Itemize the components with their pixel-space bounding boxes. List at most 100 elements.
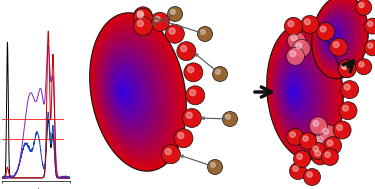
Circle shape — [359, 2, 364, 8]
Ellipse shape — [270, 33, 336, 151]
Ellipse shape — [97, 30, 172, 154]
Circle shape — [288, 21, 294, 27]
Ellipse shape — [99, 36, 167, 147]
Ellipse shape — [326, 28, 339, 46]
Ellipse shape — [329, 34, 333, 40]
Ellipse shape — [286, 77, 303, 107]
Ellipse shape — [327, 30, 336, 44]
Ellipse shape — [285, 73, 306, 111]
Ellipse shape — [281, 64, 313, 120]
Ellipse shape — [316, 6, 359, 68]
Ellipse shape — [106, 52, 154, 132]
Circle shape — [333, 42, 339, 47]
Ellipse shape — [120, 89, 124, 95]
Ellipse shape — [285, 75, 304, 109]
Circle shape — [313, 121, 319, 126]
Ellipse shape — [284, 69, 309, 115]
Ellipse shape — [96, 27, 174, 157]
Ellipse shape — [287, 80, 301, 105]
Circle shape — [309, 117, 327, 135]
Ellipse shape — [289, 84, 298, 100]
Ellipse shape — [112, 70, 140, 115]
Ellipse shape — [291, 90, 293, 94]
Circle shape — [137, 11, 143, 17]
Ellipse shape — [101, 42, 163, 142]
Ellipse shape — [106, 54, 153, 130]
Circle shape — [210, 163, 215, 167]
Circle shape — [186, 86, 205, 105]
Circle shape — [356, 59, 372, 75]
Ellipse shape — [280, 60, 316, 124]
Ellipse shape — [276, 49, 324, 135]
Circle shape — [198, 26, 213, 42]
Circle shape — [297, 154, 302, 159]
Ellipse shape — [116, 79, 132, 105]
Ellipse shape — [291, 91, 292, 93]
Circle shape — [333, 121, 351, 139]
Ellipse shape — [270, 32, 337, 152]
Circle shape — [201, 29, 205, 34]
Ellipse shape — [267, 26, 342, 158]
Ellipse shape — [275, 47, 326, 137]
Circle shape — [339, 102, 357, 120]
Ellipse shape — [94, 23, 178, 161]
Circle shape — [341, 81, 359, 99]
Ellipse shape — [276, 48, 325, 136]
Circle shape — [293, 166, 298, 171]
Ellipse shape — [313, 0, 366, 77]
Circle shape — [368, 21, 373, 26]
Circle shape — [342, 63, 347, 69]
Ellipse shape — [109, 60, 147, 124]
Ellipse shape — [119, 85, 127, 99]
Circle shape — [304, 19, 310, 25]
Circle shape — [182, 108, 201, 128]
Ellipse shape — [104, 47, 158, 137]
Circle shape — [317, 136, 322, 142]
Circle shape — [216, 70, 220, 74]
Ellipse shape — [278, 55, 320, 129]
Ellipse shape — [95, 26, 176, 158]
Ellipse shape — [314, 0, 364, 74]
Ellipse shape — [267, 25, 342, 159]
Ellipse shape — [272, 38, 333, 146]
Circle shape — [286, 47, 304, 65]
Ellipse shape — [319, 12, 353, 62]
Ellipse shape — [323, 20, 345, 54]
Circle shape — [292, 39, 310, 57]
Ellipse shape — [282, 66, 312, 118]
Ellipse shape — [276, 50, 324, 134]
Ellipse shape — [287, 78, 302, 106]
Ellipse shape — [327, 29, 337, 45]
Ellipse shape — [322, 19, 347, 55]
Circle shape — [301, 15, 319, 33]
Ellipse shape — [321, 18, 348, 57]
Ellipse shape — [324, 24, 342, 50]
Circle shape — [207, 160, 222, 174]
Ellipse shape — [329, 35, 332, 39]
Ellipse shape — [273, 41, 330, 143]
Circle shape — [287, 31, 305, 49]
Circle shape — [313, 133, 331, 151]
Ellipse shape — [328, 32, 334, 42]
Ellipse shape — [93, 22, 179, 162]
Ellipse shape — [328, 33, 333, 40]
Circle shape — [291, 35, 297, 41]
Circle shape — [154, 16, 160, 22]
Ellipse shape — [327, 31, 336, 43]
Ellipse shape — [113, 71, 139, 113]
Ellipse shape — [330, 36, 331, 38]
Ellipse shape — [278, 53, 321, 130]
Ellipse shape — [328, 33, 334, 41]
Ellipse shape — [269, 30, 339, 154]
Ellipse shape — [93, 21, 180, 163]
Ellipse shape — [92, 19, 181, 165]
Ellipse shape — [291, 89, 294, 95]
Ellipse shape — [316, 6, 358, 68]
Ellipse shape — [320, 14, 351, 60]
Circle shape — [134, 17, 153, 36]
Ellipse shape — [324, 23, 343, 51]
Circle shape — [338, 60, 356, 78]
Circle shape — [344, 84, 350, 90]
Ellipse shape — [314, 1, 363, 73]
Ellipse shape — [107, 56, 151, 128]
